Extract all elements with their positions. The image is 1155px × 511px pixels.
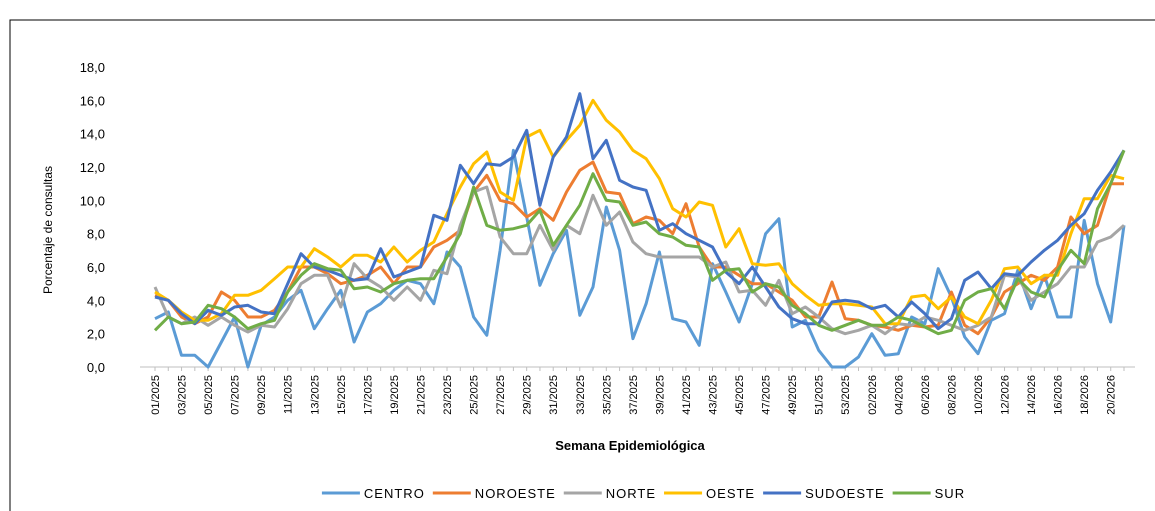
x-tick-label: 21/2025 — [415, 375, 427, 415]
y-tick-label: 0,0 — [87, 360, 105, 375]
x-tick-label: 27/2025 — [495, 375, 507, 415]
legend-label: CENTRO — [364, 486, 425, 501]
x-tick-label: 11/2025 — [283, 375, 295, 414]
x-tick-label: 10/2026 — [973, 375, 985, 415]
x-tick-label: 14/2026 — [1026, 375, 1038, 415]
x-tick-label: 09/2025 — [256, 375, 268, 415]
series-line — [154, 98, 1125, 326]
x-tick-label: 23/2025 — [442, 375, 454, 415]
series-line — [153, 149, 1126, 336]
x-tick-label: 04/2026 — [893, 375, 905, 415]
legend: CENTRO NOROESTE NORTE OESTE SUDOESTE SUR — [321, 486, 965, 501]
x-tick-label: 53/2025 — [840, 375, 852, 415]
x-tick-label: 13/2025 — [309, 375, 321, 415]
x-tick-label: 39/2025 — [654, 375, 666, 415]
x-tick-label: 18/2026 — [1079, 375, 1091, 415]
x-tick-label: 29/2025 — [522, 375, 534, 415]
x-tick-label: 41/2025 — [681, 375, 693, 415]
y-tick-label: 2,0 — [87, 327, 105, 342]
x-tick-label: 45/2025 — [734, 375, 746, 415]
x-tick-label: 33/2025 — [575, 375, 587, 415]
legend-label: SUR — [935, 486, 965, 501]
y-tick-label: 10,0 — [80, 193, 105, 208]
x-tick-label: 43/2025 — [708, 375, 720, 415]
y-tick-label: 8,0 — [87, 227, 105, 242]
x-tick-label: 31/2025 — [548, 375, 560, 415]
x-tick-label: 12/2026 — [1000, 375, 1012, 415]
y-tick-label: 12,0 — [80, 160, 105, 175]
x-tick-label: 20/2026 — [1106, 375, 1118, 415]
x-tick-label: 03/2025 — [177, 375, 189, 415]
y-axis-label: Porcentaje de consultas — [41, 166, 55, 294]
x-tick-label: 47/2025 — [761, 375, 773, 415]
y-tick-label: 4,0 — [87, 293, 105, 308]
x-tick-label: 35/2025 — [601, 375, 613, 415]
y-tick-label: 16,0 — [80, 93, 105, 108]
x-tick-label: 15/2025 — [336, 375, 348, 415]
x-tick-label: 07/2025 — [230, 375, 242, 415]
x-tick-label: 02/2026 — [867, 375, 879, 415]
legend-label: NORTE — [606, 486, 656, 501]
series-line — [154, 92, 1126, 331]
x-tick-label: 37/2025 — [628, 375, 640, 415]
x-tick-label: 51/2025 — [814, 375, 826, 415]
x-tick-label: 17/2025 — [362, 375, 374, 415]
x-tick-label: 49/2025 — [787, 375, 799, 415]
legend-label: OESTE — [706, 486, 755, 501]
y-tick-label: 14,0 — [80, 127, 105, 142]
legend-label: SUDOESTE — [805, 486, 885, 501]
y-tick-label: 6,0 — [87, 260, 105, 275]
x-tick-label: 19/2025 — [389, 375, 401, 415]
x-tick-label: 01/2025 — [150, 375, 162, 415]
series-line — [153, 185, 1125, 336]
y-tick-label: 18,0 — [80, 60, 105, 75]
legend-label: NOROESTE — [475, 486, 556, 501]
x-axis-label: Semana Epidemiológica — [555, 438, 705, 453]
x-tick-label: 16/2026 — [1053, 375, 1065, 415]
x-tick-label: 08/2026 — [946, 375, 958, 415]
x-tick-label: 05/2025 — [203, 375, 215, 415]
x-tick-label: 25/2025 — [469, 375, 481, 415]
x-tick-label: 06/2026 — [920, 375, 932, 415]
